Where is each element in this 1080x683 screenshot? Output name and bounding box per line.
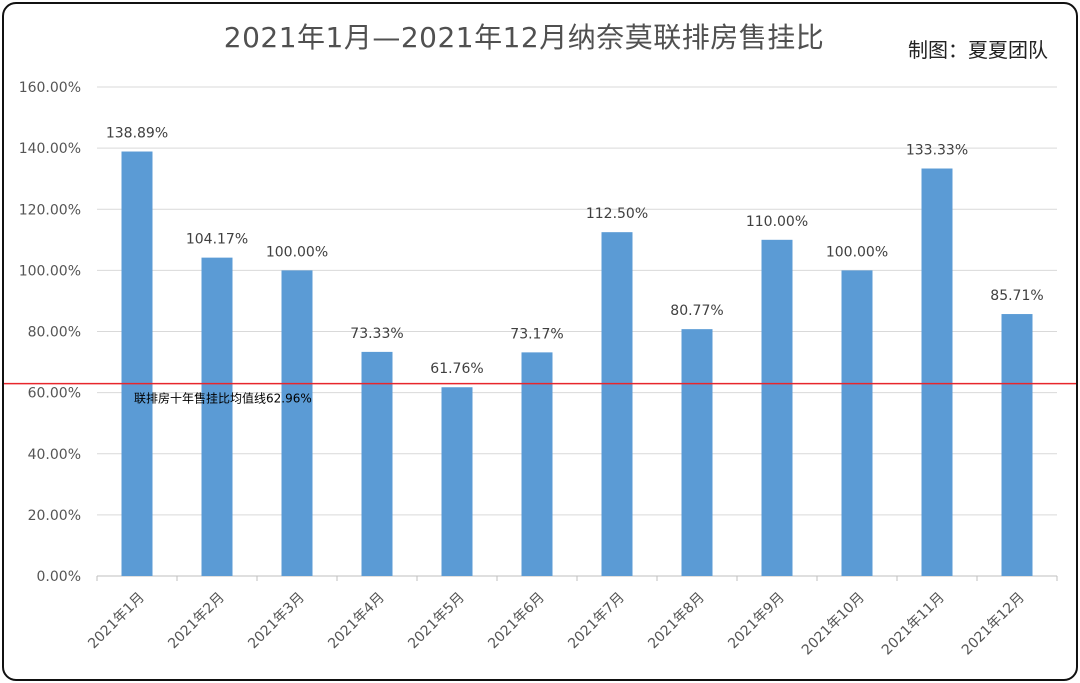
x-tick-label: 2021年9月 xyxy=(725,590,788,653)
data-label: 61.76% xyxy=(430,361,483,377)
x-tick-label: 2021年12月 xyxy=(959,590,1028,659)
x-tick-label: 2021年8月 xyxy=(645,590,708,653)
x-tick-label: 2021年11月 xyxy=(879,590,948,659)
x-tick-label: 2021年6月 xyxy=(485,590,548,653)
bar xyxy=(681,329,713,576)
bar xyxy=(441,387,473,576)
y-tick-label: 120.00% xyxy=(19,202,81,218)
y-tick-label: 20.00% xyxy=(28,508,81,524)
x-tick-label: 2021年3月 xyxy=(245,590,308,653)
chart-title: 2021年1月—2021年12月纳奈莫联排房售挂比 xyxy=(223,21,825,54)
data-label: 110.00% xyxy=(746,214,808,230)
y-tick-label: 100.00% xyxy=(19,263,81,279)
bar xyxy=(761,239,793,576)
x-tick-label: 2021年7月 xyxy=(565,590,628,653)
bar xyxy=(521,352,553,576)
data-label: 100.00% xyxy=(266,244,328,260)
y-tick-label: 140.00% xyxy=(19,141,81,157)
bar xyxy=(281,270,313,576)
x-tick-label: 2021年2月 xyxy=(165,590,228,653)
data-label: 73.17% xyxy=(510,326,563,342)
bar-chart: 0.00% 20.00% 40.00% 60.00% 80.00% 100.00% 120.… xyxy=(4,80,1076,659)
bar xyxy=(201,257,233,576)
x-tick-label: 2021年1月 xyxy=(85,590,148,653)
y-tick-label: 60.00% xyxy=(28,386,81,402)
bar xyxy=(361,351,393,576)
data-label: 138.89% xyxy=(106,126,168,142)
data-label: 73.33% xyxy=(350,326,403,342)
bar xyxy=(921,168,953,576)
reference-line-label: 联排房十年售挂比均值线62.96% xyxy=(134,391,312,406)
data-label: 112.50% xyxy=(586,206,648,222)
x-tick-label: 2021年10月 xyxy=(799,590,868,659)
y-tick-label: 0.00% xyxy=(37,569,81,585)
bar xyxy=(841,270,873,576)
y-tick-label: 160.00% xyxy=(19,80,81,96)
x-tick-label: 2021年4月 xyxy=(325,590,388,653)
data-label: 100.00% xyxy=(826,244,888,260)
data-label: 85.71% xyxy=(990,288,1043,304)
y-tick-label: 80.00% xyxy=(28,325,81,341)
bar xyxy=(1001,314,1033,576)
chart-credit: 制图：夏夏团队 xyxy=(908,38,1048,62)
data-label: 80.77% xyxy=(670,303,723,319)
data-label: 133.33% xyxy=(906,143,968,159)
bar xyxy=(601,232,633,576)
data-label: 104.17% xyxy=(186,232,248,248)
bar xyxy=(121,151,153,576)
x-tick-label: 2021年5月 xyxy=(405,590,468,653)
y-tick-label: 40.00% xyxy=(28,447,81,463)
